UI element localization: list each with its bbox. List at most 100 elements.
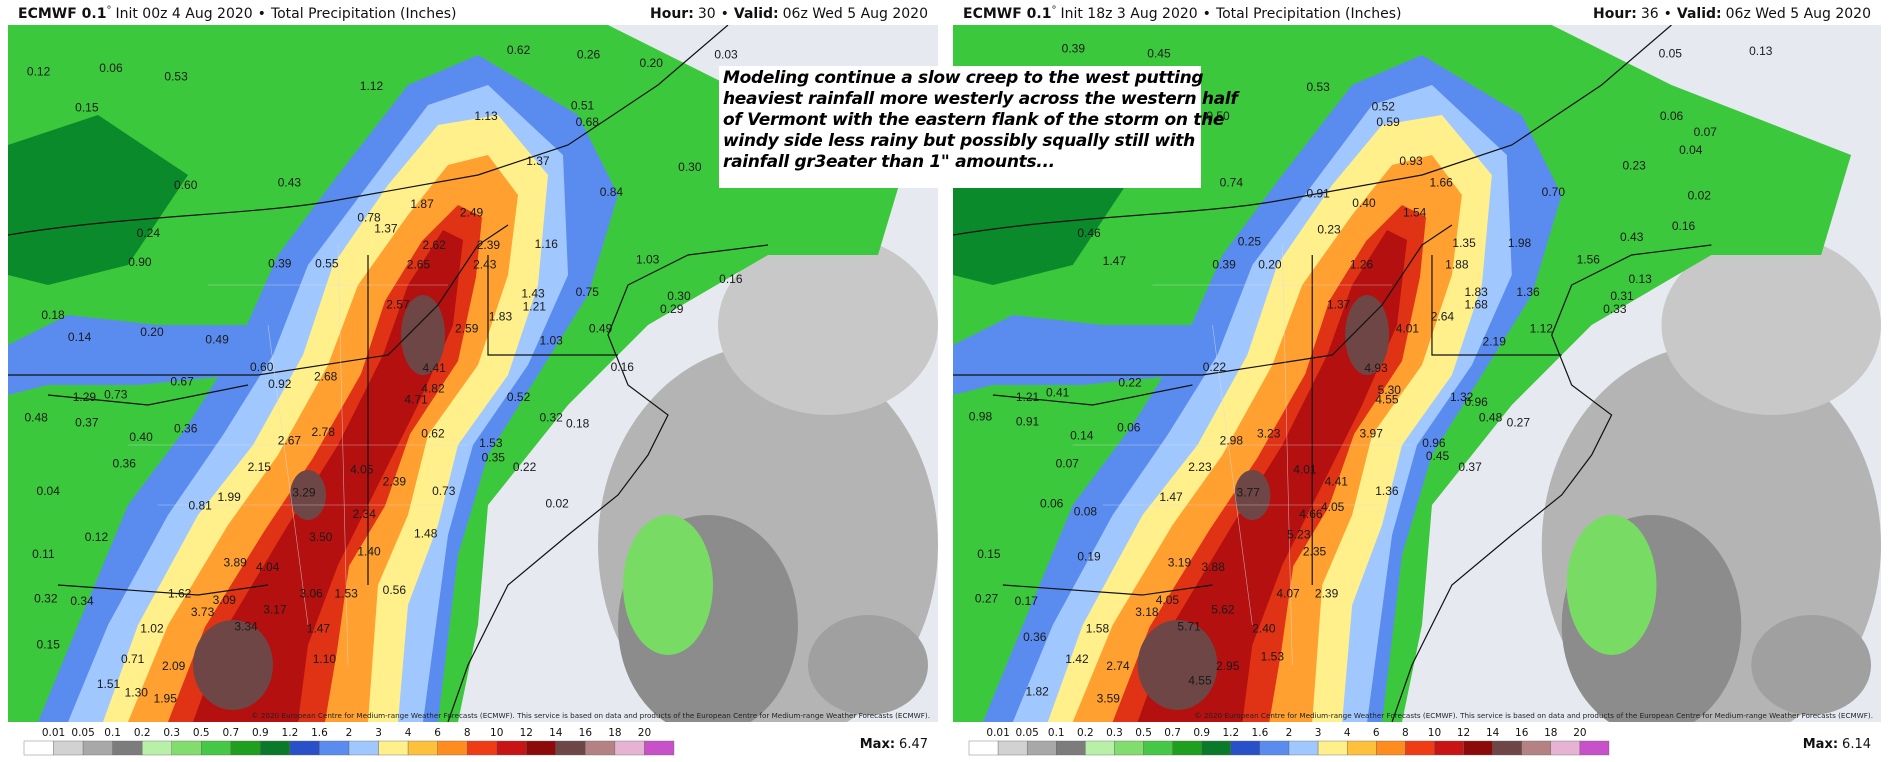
precip-label: 2.39 (1315, 587, 1339, 601)
header-part: ECMWF 0.1 (963, 6, 1051, 22)
precip-label: 0.62 (507, 43, 531, 57)
copyright: © 2020 European Centre for Medium-range … (251, 711, 930, 720)
precip-label: 0.16 (1672, 219, 1696, 233)
precip-label: 0.26 (577, 48, 601, 62)
scale-swatch (407, 740, 438, 756)
precip-label: 2.95 (1216, 659, 1240, 673)
precip-label: 0.45 (1426, 449, 1450, 463)
scale-swatch (1085, 740, 1115, 756)
scale-label: 8 (464, 727, 471, 739)
header-part: ECMWF 0.1 (18, 6, 106, 22)
precip-label: 1.10 (313, 652, 337, 666)
scale-swatch (23, 740, 54, 756)
precip-label: 1.53 (1261, 649, 1285, 663)
precip-label: 3.59 (1097, 692, 1121, 706)
precip-label: 0.08 (1074, 505, 1098, 519)
scale-label: 10 (1428, 727, 1441, 739)
precip-label: 0.74 (1220, 175, 1244, 189)
precip-label: 1.51 (97, 677, 121, 691)
precip-label: 0.14 (68, 330, 92, 344)
precip-label: 2.74 (1106, 659, 1130, 673)
precip-label: 0.07 (1056, 456, 1080, 470)
precip-label: 0.52 (507, 390, 531, 404)
scale-swatch (171, 740, 202, 756)
scale-label: 1.6 (311, 727, 328, 739)
header-part: • (1203, 6, 1211, 22)
precip-label: 5.62 (1211, 602, 1235, 616)
scale-swatch (585, 740, 616, 756)
precip-label: 0.45 (1147, 46, 1171, 60)
header-part: Total Precipitation (Inches) (1215, 6, 1402, 22)
annotation-line: of Vermont with the eastern flank of the… (723, 110, 1225, 130)
scale-label: 3 (1315, 727, 1322, 739)
precip-label: 1.21 (523, 300, 547, 314)
scale-label: 0.3 (163, 727, 180, 739)
precip-label: 3.29 (292, 485, 316, 499)
precip-label: 1.37 (1327, 297, 1351, 311)
scale-swatch (201, 740, 232, 756)
precip-label: 0.39 (1212, 257, 1236, 271)
precip-label: 0.15 (75, 101, 99, 115)
precip-label: 3.50 (309, 530, 333, 544)
copyright: © 2020 European Centre for Medium-range … (1194, 711, 1873, 720)
scale-label: 1.2 (1222, 727, 1239, 739)
precip-label: 0.43 (278, 175, 302, 189)
precip-label: 0.11 (32, 547, 55, 561)
precip-label: 1.36 (1516, 285, 1540, 299)
header-part: ° (1051, 5, 1056, 16)
precip-label: 4.66 (1299, 507, 1323, 521)
precip-label: 0.16 (719, 272, 743, 286)
precip-label: 2.62 (422, 238, 446, 252)
scale-swatch (1114, 740, 1144, 756)
precip-label: 4.55 (1188, 674, 1212, 688)
precip-label: 4.71 (404, 393, 428, 407)
scale-swatch (555, 740, 586, 756)
precip-label: 0.39 (1062, 42, 1086, 56)
precip-label: 3.17 (263, 602, 287, 616)
precip-label: 4.01 (1396, 321, 1420, 335)
precip-label: 2.39 (383, 475, 407, 489)
precip-label: 0.32 (539, 411, 563, 425)
precip-label: 1.48 (414, 526, 438, 540)
precip-label: 0.81 (189, 499, 213, 513)
precip-label: 0.04 (37, 484, 61, 498)
precip-label: 0.32 (34, 592, 58, 606)
precip-label: 1.47 (1103, 254, 1127, 268)
scale-swatch (1463, 740, 1493, 756)
precip-label: 0.93 (1399, 154, 1423, 168)
precip-label: 0.50 (1206, 109, 1230, 123)
precip-label: 0.27 (975, 592, 999, 606)
header-part: 30 (698, 6, 716, 22)
precip-label: 2.68 (314, 370, 338, 384)
precip-label: 1.68 (1464, 297, 1488, 311)
scale-swatch (1143, 740, 1173, 756)
precip-label: 1.56 (1577, 253, 1601, 267)
precip-label: 0.40 (1352, 196, 1376, 210)
precip-label: 0.68 (576, 115, 600, 129)
precip-label: 0.31 (1610, 289, 1634, 303)
precip-label: 1.62 (168, 587, 192, 601)
precip-label: 0.16 (611, 360, 635, 374)
precip-label: 0.53 (164, 69, 188, 83)
scale-swatch (614, 740, 645, 756)
scale-label: 20 (1573, 727, 1586, 739)
scale-swatch (1201, 740, 1232, 756)
precip-label: 1.37 (526, 154, 550, 168)
precip-label: 0.30 (678, 160, 702, 174)
precip-label: 0.51 (571, 98, 595, 112)
precip-label: 3.89 (223, 555, 247, 569)
precip-label: 3.23 (1257, 426, 1281, 440)
scale-label: 0.1 (1048, 727, 1065, 739)
precip-label: 1.83 (489, 309, 513, 323)
scale-swatch (260, 740, 291, 756)
precip-label: 0.23 (1317, 223, 1341, 237)
scale-swatch (1550, 740, 1581, 756)
precip-label: 0.36 (174, 422, 198, 436)
precip-label: 4.55 (1375, 393, 1399, 407)
precip-label: 1.88 (1445, 257, 1469, 271)
precip-label: 0.91 (1306, 186, 1330, 200)
precip-label: 4.05 (350, 463, 374, 477)
precip-label: 1.83 (1464, 285, 1488, 299)
scale-swatch (1434, 740, 1464, 756)
